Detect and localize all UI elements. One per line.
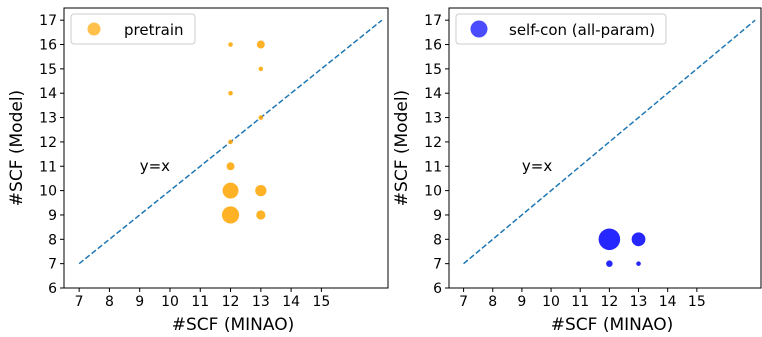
- y-tick-label: 13: [424, 111, 442, 127]
- x-tick-label: 12: [600, 294, 618, 310]
- data-point: [258, 115, 264, 120]
- y-tick-label: 14: [424, 86, 442, 102]
- legend: self-con (all-param): [455, 13, 667, 45]
- y-tick-label: 12: [39, 135, 57, 151]
- scatter-panel-self-con: 7 8 9 10 11 12 13 14 15 6 7 8 9 10 11 12 13 14 15 16 17 #SCF …: [392, 7, 762, 335]
- axes-frame: [63, 7, 389, 289]
- x-tick-label: 9: [517, 294, 526, 310]
- x-tick-label: 11: [571, 294, 589, 310]
- legend-marker: [87, 22, 101, 36]
- y-tick-label: 16: [39, 38, 57, 54]
- y-tick-label: 10: [424, 184, 442, 200]
- y-tick-label: 16: [424, 38, 442, 54]
- y-tick-label: 8: [433, 232, 442, 248]
- legend-box: [70, 13, 196, 45]
- data-point: [258, 66, 264, 72]
- x-tick-label: 8: [488, 294, 497, 310]
- x-tick-label: 7: [75, 294, 84, 310]
- x-tick-label: 14: [282, 294, 300, 310]
- x-tick-label: 10: [161, 294, 179, 310]
- y-tick-label: 12: [424, 135, 442, 151]
- annotation-y-equals-x: y=x: [522, 157, 552, 175]
- x-tick-label: 12: [222, 294, 240, 310]
- data-point: [226, 162, 235, 171]
- x-tick-label: 13: [252, 294, 270, 310]
- data-point: [221, 206, 240, 224]
- y-tick-label: 7: [48, 257, 57, 273]
- data-point: [222, 182, 239, 199]
- data-point: [256, 210, 266, 220]
- y-tick-label: 15: [424, 62, 442, 78]
- data-point: [598, 228, 621, 251]
- x-tick-label: 14: [659, 294, 677, 310]
- data-point: [606, 260, 613, 267]
- y-tick-label: 17: [39, 13, 57, 29]
- y-tick-label: 9: [433, 208, 442, 224]
- data-point: [228, 42, 233, 47]
- legend-marker: [470, 20, 488, 38]
- data-point: [631, 232, 646, 247]
- x-tick-label: 13: [630, 294, 648, 310]
- x-tick-label: 15: [312, 294, 330, 310]
- y-tick-label: 9: [48, 208, 57, 224]
- x-tick-label: 9: [135, 294, 144, 310]
- annotation-y-equals-x: y=x: [140, 157, 170, 175]
- y-tick-label: 10: [39, 184, 57, 200]
- x-tick-label: 11: [191, 294, 209, 310]
- x-axis-label: #SCF (MINAO): [172, 315, 294, 335]
- legend-box: [455, 13, 667, 45]
- y-axis-label: #SCF (Model): [7, 90, 27, 206]
- x-tick-label: 8: [105, 294, 114, 310]
- reference-line: [463, 19, 756, 265]
- y-axis-label: #SCF (Model): [392, 90, 412, 206]
- data-point: [228, 139, 233, 145]
- x-tick-label: 7: [459, 294, 468, 310]
- legend-label: self-con (all-param): [509, 21, 655, 39]
- data-point: [228, 90, 233, 96]
- y-tick-label: 8: [48, 232, 57, 248]
- y-tick-label: 14: [39, 86, 57, 102]
- legend: pretrain: [70, 13, 196, 45]
- y-tick-label: 6: [433, 281, 442, 297]
- y-tick-label: 13: [39, 111, 57, 127]
- y-tick-label: 11: [39, 159, 57, 175]
- y-tick-label: 11: [424, 159, 442, 175]
- x-tick-label: 10: [542, 294, 560, 310]
- data-point: [255, 184, 267, 197]
- y-tick-label: 15: [39, 62, 57, 78]
- scatter-panel-pretrain: 7 8 9 10 11 12 13 14 15 6 7 8 9 10 11 12 13 14 15 16 17 #SCF …: [7, 7, 389, 335]
- axes-frame: [448, 7, 762, 289]
- x-axis-label: #SCF (MINAO): [551, 315, 673, 335]
- data-point: [636, 261, 641, 266]
- x-tick-label: 15: [688, 294, 706, 310]
- y-tick-label: 17: [424, 13, 442, 29]
- data-point: [256, 40, 265, 49]
- y-tick-label: 7: [433, 257, 442, 273]
- legend-label: pretrain: [124, 21, 184, 39]
- y-tick-label: 6: [48, 281, 57, 297]
